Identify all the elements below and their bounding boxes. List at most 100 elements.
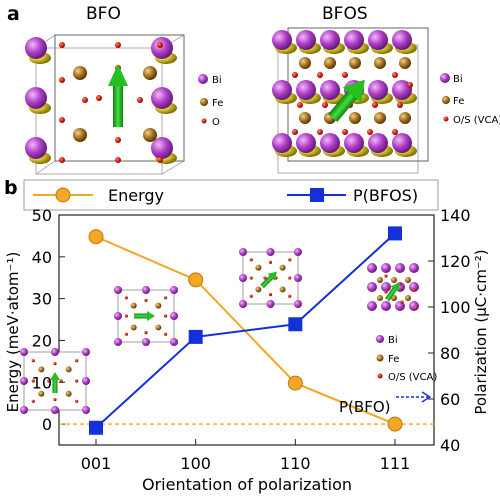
os-atom — [164, 332, 168, 336]
bfo-unit-cell — [25, 34, 185, 175]
y-tick-label: 10 — [32, 373, 52, 392]
inset-polarization-arrow-shaft — [385, 286, 398, 302]
fe-atom — [299, 57, 311, 69]
os-atom — [249, 276, 253, 280]
x-tick-label: 111 — [380, 454, 411, 473]
fe-atom — [73, 128, 87, 142]
polarization-point — [288, 317, 303, 332]
y2-tick-label: 100 — [440, 298, 471, 317]
inset-legend-fe-atom — [376, 354, 384, 362]
legend-polarization-label: P(BFOS) — [353, 186, 418, 205]
x-tick-label: 100 — [180, 454, 211, 473]
o-atom — [157, 157, 163, 163]
bfos-title: BFOS — [322, 4, 368, 24]
legend-fe-atom — [200, 98, 208, 106]
bi-atom — [381, 263, 391, 273]
bi-atom — [272, 30, 292, 50]
fe-atom — [143, 128, 157, 142]
os-atom — [75, 379, 79, 383]
legend-bi-atom — [440, 73, 450, 83]
bi-atom — [151, 137, 173, 159]
o-atom — [137, 97, 143, 103]
o-atom — [59, 157, 65, 163]
bi-atom — [392, 133, 412, 153]
bi-atom — [392, 30, 412, 50]
bi-atom — [142, 286, 150, 294]
polarization-arrow-head — [108, 64, 128, 86]
legend-o-label: O — [212, 117, 220, 128]
bi-atom — [395, 263, 405, 273]
energy-point — [188, 272, 204, 288]
o-atom — [115, 157, 121, 163]
fe-atom — [155, 302, 162, 309]
fe-atom — [349, 112, 361, 124]
fe-atom — [130, 324, 137, 331]
os-atom — [317, 129, 323, 135]
energy-point — [387, 416, 403, 432]
legend-os-label: O/S (VCA) — [453, 115, 500, 126]
os-atom — [75, 359, 79, 363]
bi-atom — [272, 133, 292, 153]
bi-atom — [114, 338, 122, 346]
fe-atom — [399, 57, 411, 69]
bi-atom — [266, 248, 275, 256]
os-atom — [288, 276, 292, 280]
bi-atom — [82, 406, 90, 414]
x-axis-label: Orientation of polarization — [142, 475, 352, 494]
bi-atom — [266, 300, 275, 308]
os-atom — [124, 314, 128, 318]
os-atom — [263, 276, 267, 280]
y2-axis-label: Polarization (μC·cm⁻²) — [472, 249, 490, 414]
fe-atom — [143, 66, 157, 80]
inset-legend-bi-atom — [376, 335, 384, 343]
os-atom — [124, 332, 128, 336]
inset-polarization-arrow-head — [267, 271, 277, 281]
axes: 0 10 20 30 40 50 40 60 80 100 120 140 001 100 110 111 — [32, 206, 471, 473]
plot-frame — [58, 214, 435, 446]
bi-atom — [409, 282, 419, 292]
y2-tick-label: 40 — [440, 436, 460, 455]
os-atom — [31, 379, 35, 383]
bi-atom — [82, 348, 90, 356]
bi-atom — [170, 286, 178, 294]
os-atom — [268, 293, 273, 297]
fe-atom — [279, 286, 286, 293]
inset-polarization-arrow-shaft — [260, 274, 274, 289]
os-atom — [292, 129, 298, 135]
bi-atom — [409, 263, 419, 273]
os-atom — [31, 399, 35, 403]
os-atom — [372, 102, 378, 108]
polarization-arrow-shaft — [113, 85, 123, 127]
fe-atom — [155, 324, 162, 331]
legend-fe-atom — [442, 96, 450, 104]
fe-atom — [73, 66, 87, 80]
bi-atom — [368, 80, 388, 100]
y2-tick-label: 140 — [440, 206, 471, 225]
y-tick-label: 30 — [32, 290, 52, 309]
polarization-arrow — [328, 79, 365, 122]
os-atom — [249, 294, 253, 298]
o-atom — [59, 42, 65, 48]
reference-arrow-head — [421, 391, 432, 403]
fe-atom — [349, 57, 361, 69]
fe-atom — [38, 366, 45, 373]
inset-structure-111 — [367, 263, 419, 311]
o-atom — [96, 95, 102, 101]
legend-energy-label: Energy — [108, 186, 164, 205]
bfo-title: BFO — [86, 4, 121, 24]
os-atom — [249, 258, 253, 262]
bi-atom — [296, 30, 316, 50]
inset-polarization-arrow-head — [390, 282, 400, 293]
polarization-point — [188, 329, 203, 344]
bi-atom — [239, 248, 247, 256]
fe-atom — [299, 112, 311, 124]
os-atom — [342, 129, 348, 135]
inset-legend-os-atom — [377, 373, 383, 379]
y-tick-label: 0 — [42, 415, 52, 434]
os-atom — [414, 306, 418, 310]
bi-atom — [25, 37, 47, 59]
inset-polarization-arrow-head — [50, 372, 60, 380]
bfos-unit-cell — [272, 27, 429, 174]
fe-atom — [374, 112, 386, 124]
